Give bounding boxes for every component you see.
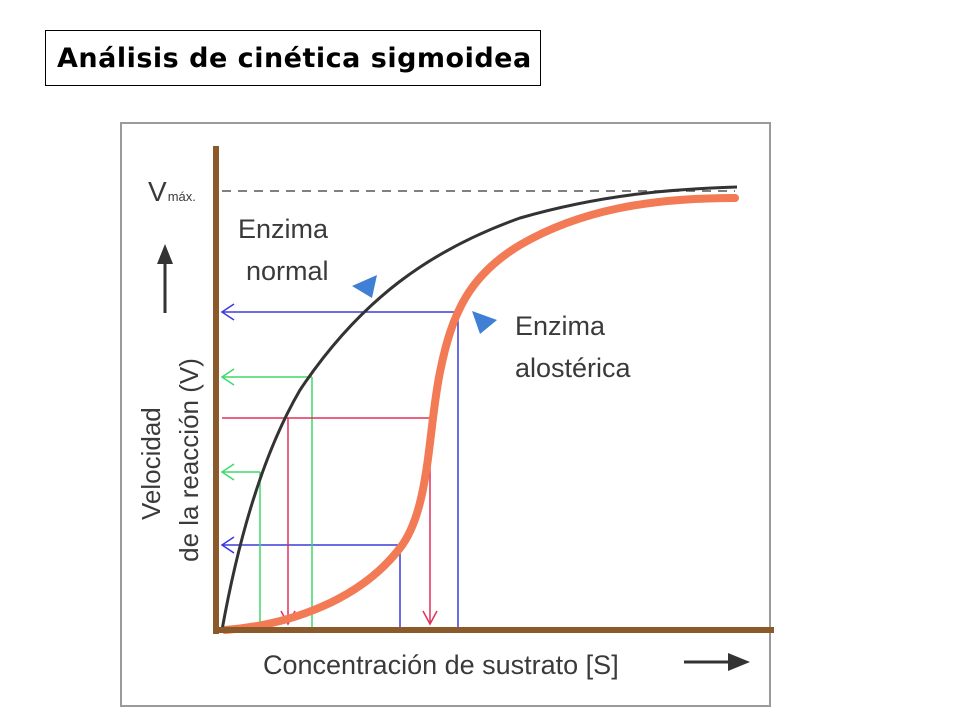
green-guide-upper bbox=[220, 368, 313, 630]
normal-pointer-triangle bbox=[352, 275, 377, 298]
allosteric-enzyme-label: Enzima alostérica bbox=[515, 311, 632, 383]
title-box: Análisis de cinética sigmoidea bbox=[45, 30, 541, 86]
x-direction-arrow bbox=[684, 653, 750, 671]
allosteric-enzyme-curve bbox=[221, 194, 739, 634]
allosteric-pointer-triangle bbox=[472, 311, 497, 334]
figure-frame bbox=[120, 122, 771, 707]
y-axis-label: Velocidad de la reacción (V) bbox=[136, 358, 204, 562]
normal-enzyme-curve bbox=[220, 185, 738, 631]
green-guide-lower bbox=[220, 463, 261, 630]
vmax-label: Vmáx. bbox=[148, 176, 196, 207]
y-direction-arrow bbox=[157, 244, 173, 313]
blue-guide-top bbox=[220, 303, 459, 630]
x-axis-label: Concentración de sustrato [S] bbox=[263, 650, 619, 680]
page-title: Análisis de cinética sigmoidea bbox=[57, 42, 532, 74]
normal-enzyme-label: Enzima normal bbox=[238, 214, 336, 286]
blue-guide-bottom bbox=[220, 536, 401, 630]
